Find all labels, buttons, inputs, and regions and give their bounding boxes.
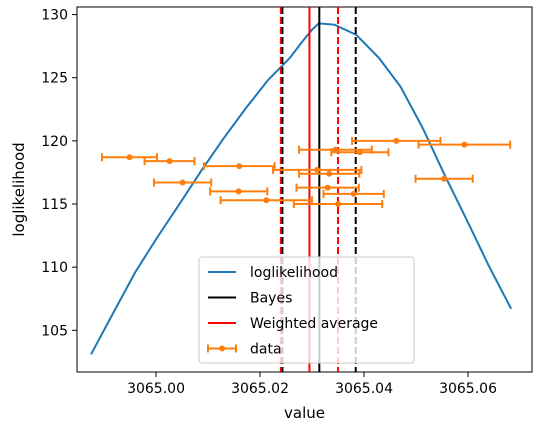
data-points: [100, 136, 512, 209]
legend-item: Bayes: [208, 291, 292, 307]
x-axis-ticks: 3065.00 3065.02 3065.04 3065.06: [127, 372, 497, 397]
data-marker: [166, 158, 173, 165]
data-point: [295, 183, 360, 192]
data-point: [322, 189, 385, 198]
data-point: [219, 196, 314, 205]
y-tick-label: 110: [41, 260, 68, 276]
y-tick-label: 115: [41, 197, 68, 213]
x-tick-label: 3065.06: [439, 381, 497, 397]
data-point: [100, 153, 159, 162]
legend-swatch-marker: [219, 345, 225, 352]
plot-area: 3065.00 3065.02 3065.04 3065.06 105 110 115 12…: [41, 6, 533, 397]
data-marker: [179, 179, 186, 186]
data-point: [152, 178, 213, 187]
data-marker: [441, 175, 448, 182]
y-tick-label: 120: [41, 134, 68, 150]
data-marker: [350, 190, 357, 197]
data-point: [417, 140, 512, 149]
x-axis-label: value: [284, 404, 325, 422]
legend-item: Weighted average: [208, 316, 378, 332]
data-marker: [332, 146, 339, 153]
y-axis-ticks: 105 110 115 120 125 130: [41, 8, 77, 339]
data-point: [292, 200, 384, 209]
data-marker: [356, 149, 363, 156]
data-point: [330, 148, 390, 157]
legend-label: Weighted average: [250, 316, 378, 332]
data-point: [298, 169, 361, 178]
data-point: [351, 136, 442, 145]
y-axis-label: loglikelihood: [10, 142, 28, 236]
data-point: [414, 174, 474, 183]
data-point: [272, 165, 363, 174]
legend-item: data: [207, 342, 282, 358]
y-tick-label: 130: [41, 8, 68, 24]
legend-box: [198, 256, 415, 364]
axes-frame: [76, 6, 533, 373]
y-tick-label: 125: [41, 71, 68, 87]
loglikelihood-line: [90, 22, 513, 355]
data-point: [143, 157, 196, 166]
y-tick-label: 105: [41, 323, 68, 339]
legend-label: data: [250, 342, 282, 358]
x-tick-label: 3065.04: [335, 381, 393, 397]
data-marker: [326, 170, 333, 177]
legend-item: loglikelihood: [208, 265, 338, 281]
x-tick-label: 3065.00: [127, 381, 185, 397]
legend-label: loglikelihood: [250, 265, 338, 281]
data-marker: [461, 141, 468, 148]
data-marker: [235, 188, 242, 195]
data-point: [209, 187, 269, 196]
data-marker: [314, 166, 321, 173]
data-marker: [393, 137, 400, 144]
data-marker: [236, 163, 243, 170]
data-point: [202, 162, 276, 171]
legend-label: Bayes: [250, 291, 292, 307]
data-marker: [126, 154, 133, 161]
x-tick-label: 3065.02: [231, 381, 289, 397]
data-marker: [324, 184, 331, 191]
legend: loglikelihood Bayes Weighted average data: [198, 256, 415, 364]
data-marker: [335, 201, 342, 208]
data-marker: [263, 197, 270, 204]
